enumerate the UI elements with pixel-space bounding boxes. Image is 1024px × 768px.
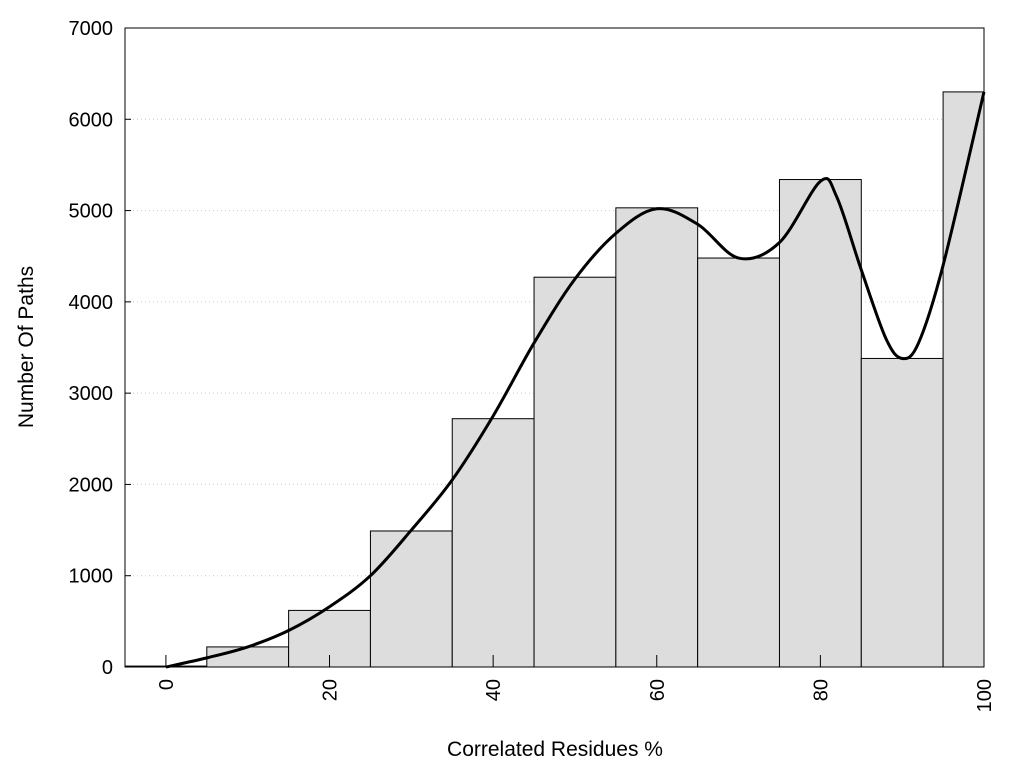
bar-7 [697, 257, 780, 668]
y-tick-label-4: 4000 [69, 292, 114, 314]
bar-3 [369, 530, 453, 668]
y-axis-title: Number Of Paths [15, 266, 38, 428]
y-tick-label-5: 5000 [69, 201, 114, 223]
bar-5 [533, 276, 617, 668]
x-tick-label-4: 80 [810, 679, 832, 701]
x-axis-title: Correlated Residues % [447, 738, 663, 761]
x-tick-label-3: 60 [647, 679, 669, 701]
y-tick-label-1: 1000 [69, 566, 114, 588]
bar-8 [778, 179, 862, 668]
x-tick-label-0: 0 [156, 679, 178, 690]
plot-frame [124, 27, 985, 668]
x-tick-label-2: 40 [483, 679, 505, 701]
y-tick-label-7: 7000 [69, 18, 114, 40]
y-tick-label-2: 2000 [69, 474, 114, 496]
y-tick-label-0: 0 [102, 657, 113, 679]
y-tick-label-3: 3000 [69, 383, 114, 405]
bar-4 [451, 418, 535, 668]
y-axis: 0 1000 2000 3000 4000 5000 6000 7000 [69, 18, 131, 679]
bar-6 [615, 207, 699, 668]
x-axis: 0 20 40 60 80 100 [156, 655, 996, 712]
y-tick-label-6: 6000 [69, 109, 114, 131]
x-tick-label-5: 100 [974, 679, 996, 712]
bar-9 [860, 357, 944, 668]
bars [124, 91, 985, 668]
x-tick-label-1: 20 [320, 679, 342, 701]
fit-curve [165, 91, 986, 669]
bar-1 [206, 646, 290, 668]
